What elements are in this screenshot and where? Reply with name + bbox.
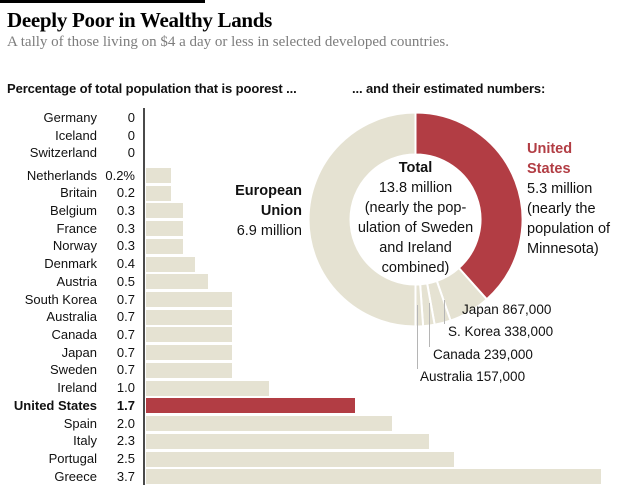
bar-value-sweden: 0.7 (116, 362, 135, 378)
bar-label-france: France (56, 220, 97, 236)
bar-label-south-korea: South Korea (24, 291, 97, 307)
bar-france (146, 221, 183, 237)
bar-value-germany: 0 (127, 110, 135, 125)
us-label-name: United States (527, 141, 573, 177)
donut-center-text: 13.8 million (nearly the pop-ulation of S… (357, 180, 474, 276)
callout-canada: Canada 239,000 (433, 347, 533, 362)
bar-value-france: 0.3 (116, 220, 135, 236)
bar-austria (146, 274, 208, 290)
bar-greece (146, 469, 602, 485)
donut-slice-european-union (307, 111, 417, 328)
donut-center-label: Total 13.8 million (nearly the pop-ulatio… (330, 158, 501, 278)
donut-section-header: ... and their estimated numbers: (352, 81, 546, 96)
bar-label-britain: Britain (60, 185, 97, 201)
donut-slice-united-states (414, 111, 524, 301)
bar-value-japan: 0.7 (116, 344, 135, 360)
bar-label-denmark: Denmark (44, 256, 97, 272)
bar-sweden (146, 362, 233, 378)
bar-netherlands (146, 168, 171, 183)
bar-label-ireland: Ireland (57, 380, 97, 396)
bar-norway (146, 238, 183, 254)
bar-label-sweden: Sweden (50, 362, 97, 378)
donut-chart (307, 111, 524, 328)
bar-ireland (146, 380, 269, 396)
bar-section-header: Percentage of total population that is p… (7, 81, 297, 96)
bar-britain (146, 185, 171, 201)
bar-value-ireland: 1.0 (116, 380, 135, 396)
leader-line-australia (417, 305, 418, 369)
bar-value-united-states: 1.7 (116, 397, 135, 413)
bar-value-norway: 0.3 (116, 238, 135, 254)
bar-value-canada: 0.7 (116, 326, 135, 342)
bar-value-netherlands: 0.2% (105, 167, 135, 183)
bar-value-austria: 0.5 (116, 273, 135, 289)
bar-denmark (146, 256, 196, 272)
bar-label-canada: Canada (51, 326, 97, 342)
bar-value-spain: 2.0 (116, 415, 135, 431)
callout-japan: Japan 867,000 (462, 302, 552, 317)
eu-callout-label: European Union 6.9 million (206, 181, 302, 241)
bar-label-switzerland: Switzerland (29, 145, 97, 161)
bar-value-portugal: 2.5 (116, 451, 135, 467)
callout-s-korea: S. Korea 338,000 (448, 324, 554, 339)
bar-label-norway: Norway (52, 238, 97, 254)
leader-line-canada (429, 303, 430, 347)
us-label-detail: 5.3 million (nearly the population of Minne… (527, 181, 611, 257)
bar-label-united-states: United States (13, 397, 97, 413)
bar-portugal (146, 451, 454, 467)
bar-value-australia: 0.7 (116, 309, 135, 325)
bar-australia (146, 309, 233, 325)
bar-value-iceland: 0 (127, 127, 135, 143)
top-rule (0, 0, 205, 3)
bar-belgium (146, 203, 183, 219)
bar-value-italy: 2.3 (116, 433, 135, 449)
bar-label-greece: Greece (54, 468, 97, 484)
bar-label-australia: Australia (46, 309, 97, 325)
bar-label-japan: Japan (61, 344, 97, 360)
bar-spain (146, 416, 392, 432)
bar-label-italy: Italy (73, 433, 97, 449)
bar-label-netherlands: Netherlands (26, 167, 97, 183)
bar-value-south-korea: 0.7 (116, 291, 135, 307)
bar-value-denmark: 0.4 (116, 256, 135, 272)
bar-label-portugal: Portugal (48, 451, 97, 467)
us-callout-label: United States 5.3 million (nearly the popul… (527, 139, 610, 259)
bar-axis-line (143, 108, 145, 485)
leader-line-s-korea (444, 300, 445, 324)
bar-value-belgium: 0.3 (116, 202, 135, 218)
bar-value-greece: 3.7 (116, 468, 135, 484)
bar-label-belgium: Belgium (50, 202, 97, 218)
bar-japan (146, 345, 233, 361)
donut-center-title: Total (398, 160, 433, 176)
eu-label-value: 6.9 million (236, 223, 302, 239)
bar-label-germany: Germany (43, 110, 97, 125)
bar-label-iceland: Iceland (55, 127, 97, 143)
bar-canada (146, 327, 233, 343)
bar-italy (146, 433, 429, 449)
bar-united-states (146, 398, 356, 414)
bar-south-korea (146, 292, 233, 308)
page-title: Deeply Poor in Wealthy Lands (7, 8, 273, 32)
callout-australia: Australia 157,000 (420, 369, 526, 384)
page-subtitle: A tally of those living on $4 a day or l… (7, 34, 449, 50)
bar-label-spain: Spain (63, 415, 97, 431)
eu-label-name: European Union (235, 183, 302, 219)
bar-value-switzerland: 0 (127, 145, 135, 161)
bar-label-austria: Austria (56, 273, 97, 289)
bar-value-britain: 0.2 (116, 185, 135, 201)
